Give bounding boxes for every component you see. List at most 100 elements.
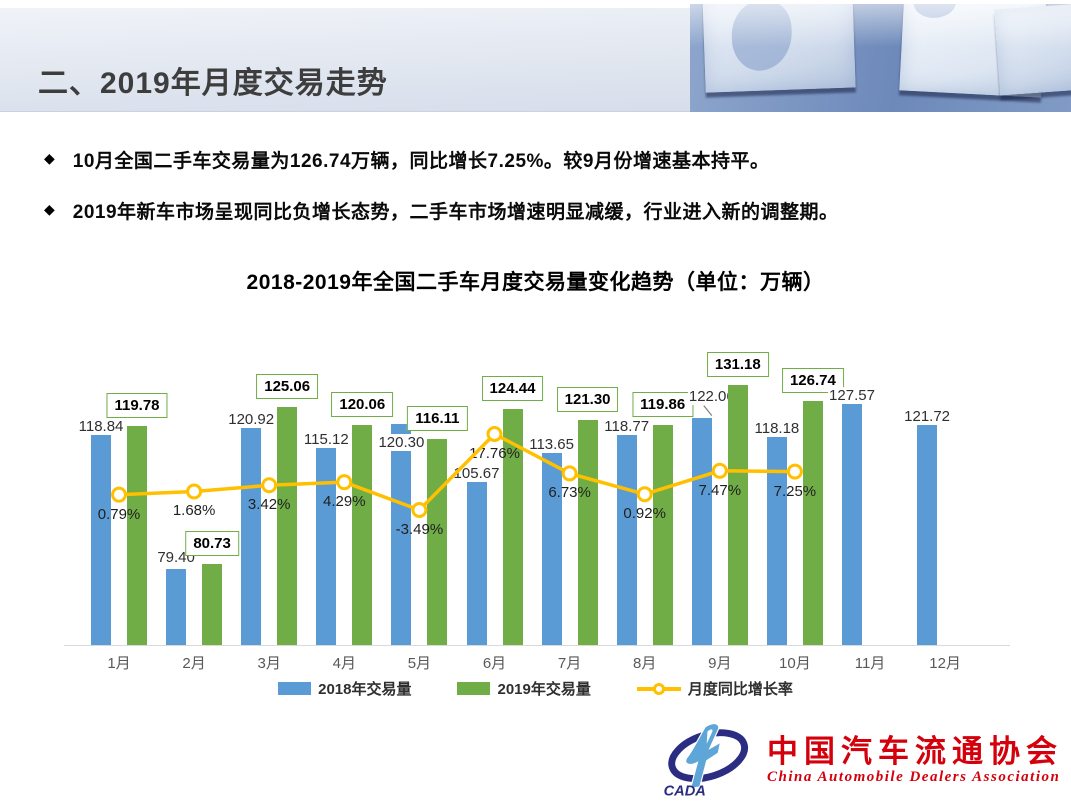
value-label-2018: 118.77 — [603, 418, 651, 436]
bar-2018 — [691, 417, 712, 645]
value-label-2018: 115.12 — [302, 431, 350, 449]
cube-icon — [702, 4, 856, 93]
growth-label: 0.79% — [97, 505, 141, 523]
growth-label: 7.47% — [698, 481, 742, 499]
x-axis-label: 5月 — [407, 655, 432, 672]
legend-line-marker-icon — [636, 682, 681, 696]
legend-swatch-2018 — [278, 682, 312, 695]
value-label-2019: 121.30 — [556, 387, 619, 413]
value-label-2019: 125.06 — [256, 373, 319, 399]
x-axis-label: 7月 — [557, 655, 582, 672]
slide-header: 二、2019年月度交易走势 — [0, 4, 1071, 112]
x-axis-label: 4月 — [332, 655, 356, 672]
bar-2019 — [652, 425, 673, 645]
bar-2018 — [917, 418, 938, 645]
bar-2018 — [166, 569, 187, 645]
x-axis-line — [64, 645, 1010, 646]
legend-label: 2019年交易量 — [497, 681, 591, 698]
bar-2019 — [727, 385, 748, 645]
line-marker — [111, 486, 127, 503]
map-blob-icon — [913, 4, 957, 20]
x-axis-label: 10月 — [779, 655, 811, 672]
value-label-2018: 121.72 — [903, 407, 952, 425]
line-marker — [411, 501, 428, 518]
cada-abbr-text: CADA — [664, 783, 706, 798]
x-axis-label: 9月 — [708, 655, 732, 672]
line-marker — [636, 486, 653, 503]
value-label-2018: 127.57 — [828, 387, 876, 405]
line-marker — [186, 483, 203, 500]
value-label-2019: 119.78 — [106, 392, 168, 418]
cada-logo: CADA 中国汽车流通协会 China Automobile Dealers A… — [659, 722, 1063, 798]
bar-2018 — [241, 421, 262, 645]
diamond-bullet-icon: ◆ — [44, 150, 55, 166]
growth-label: 7.25% — [773, 482, 817, 500]
line-marker — [261, 477, 278, 494]
line-marker — [711, 462, 728, 479]
x-axis-label: 6月 — [482, 655, 507, 672]
bar-2018 — [466, 475, 487, 645]
growth-label: 3.42% — [247, 496, 291, 514]
value-label-2019: 80.73 — [185, 531, 239, 557]
line-marker — [786, 463, 803, 480]
bar-2018 — [616, 429, 637, 645]
value-label-2019: 119.86 — [632, 392, 694, 418]
bullet-text: 10月全国二手车交易量为126.74万辆，同比增长7.25%。较9月份增速基本持… — [72, 151, 770, 172]
legend-swatch-2019 — [457, 682, 491, 695]
x-axis-label: 11月 — [854, 655, 886, 672]
x-axis-label: 2月 — [182, 655, 206, 672]
x-axis-label: 8月 — [633, 655, 657, 672]
label-leader-line — [703, 405, 713, 416]
legend-item-growth: 月度同比增长率 — [636, 678, 793, 699]
value-label-2019: 120.06 — [331, 391, 394, 417]
bar-2019 — [352, 424, 373, 645]
map-blob-icon — [730, 4, 794, 72]
bullet-item: ◆ 10月全国二手车交易量为126.74万辆，同比增长7.25%。较9月份增速基… — [44, 146, 1044, 173]
value-label-2018: 118.84 — [77, 418, 125, 436]
bar-2019 — [577, 420, 598, 645]
legend-label: 2018年交易量 — [318, 681, 412, 698]
bar-2019 — [427, 438, 448, 645]
bullet-list: ◆ 10月全国二手车交易量为126.74万辆，同比增长7.25%。较9月份增速基… — [44, 146, 1044, 248]
chart-title: 2018-2019年全国二手车月度交易量变化趋势（单位：万辆） — [246, 271, 825, 294]
diamond-bullet-icon: ◆ — [44, 201, 55, 217]
cube-icon — [994, 4, 1071, 96]
legend-label: 月度同比增长率 — [687, 681, 793, 698]
value-label-2018: 120.92 — [227, 410, 276, 428]
value-label-2018: 105.67 — [452, 464, 501, 482]
bar-2019 — [802, 400, 823, 645]
x-axis-label: 1月 — [107, 655, 131, 672]
combo-chart: 2018年交易量 2019年交易量 月度同比增长率 118.84 119.78 0.… — [0, 330, 1071, 710]
growth-label: 1.68% — [172, 502, 216, 520]
bullet-item: ◆ 2019年新车市场呈现同比负增长态势，二手车市场增速明显减缓，行业进入新的调… — [44, 197, 1044, 224]
growth-label: 6.73% — [548, 484, 591, 502]
logo-chinese-name: 中国汽车流通协会 — [767, 733, 1063, 769]
bullet-text: 2019年新车市场呈现同比负增长态势，二手车市场增速明显减缓，行业进入新的调整期… — [72, 202, 839, 223]
bar-2018 — [766, 431, 787, 645]
value-label-2019: 124.44 — [481, 376, 544, 402]
chart-legend: 2018年交易量 2019年交易量 月度同比增长率 — [0, 678, 1071, 699]
growth-label: -3.49% — [395, 520, 444, 538]
bar-2019 — [127, 425, 147, 645]
x-axis-label: 12月 — [929, 655, 961, 672]
logo-english-name: China Automobile Dealers Association — [767, 768, 1061, 785]
value-label-2018: 113.65 — [528, 436, 575, 454]
legend-item-2018: 2018年交易量 — [278, 678, 411, 699]
slide-title: 二、2019年月度交易走势 — [38, 67, 388, 100]
x-axis-label: 3月 — [257, 655, 281, 672]
line-marker — [561, 465, 578, 482]
legend-item-2019: 2019年交易量 — [457, 678, 591, 699]
cada-emblem-icon: CADA — [664, 723, 749, 798]
growth-label: 4.29% — [323, 493, 366, 511]
growth-label: 17.76% — [469, 444, 520, 462]
value-label-2018: 118.18 — [753, 420, 801, 438]
value-label-2018: 122.06 — [687, 387, 736, 405]
value-label-2019: 131.18 — [706, 352, 769, 378]
line-marker — [486, 425, 503, 442]
bar-2019 — [277, 406, 298, 645]
line-marker — [336, 474, 353, 491]
bar-2018 — [842, 398, 862, 645]
header-photo — [690, 4, 1071, 112]
growth-label: 0.92% — [623, 505, 666, 523]
value-label-2019: 116.11 — [407, 405, 468, 431]
